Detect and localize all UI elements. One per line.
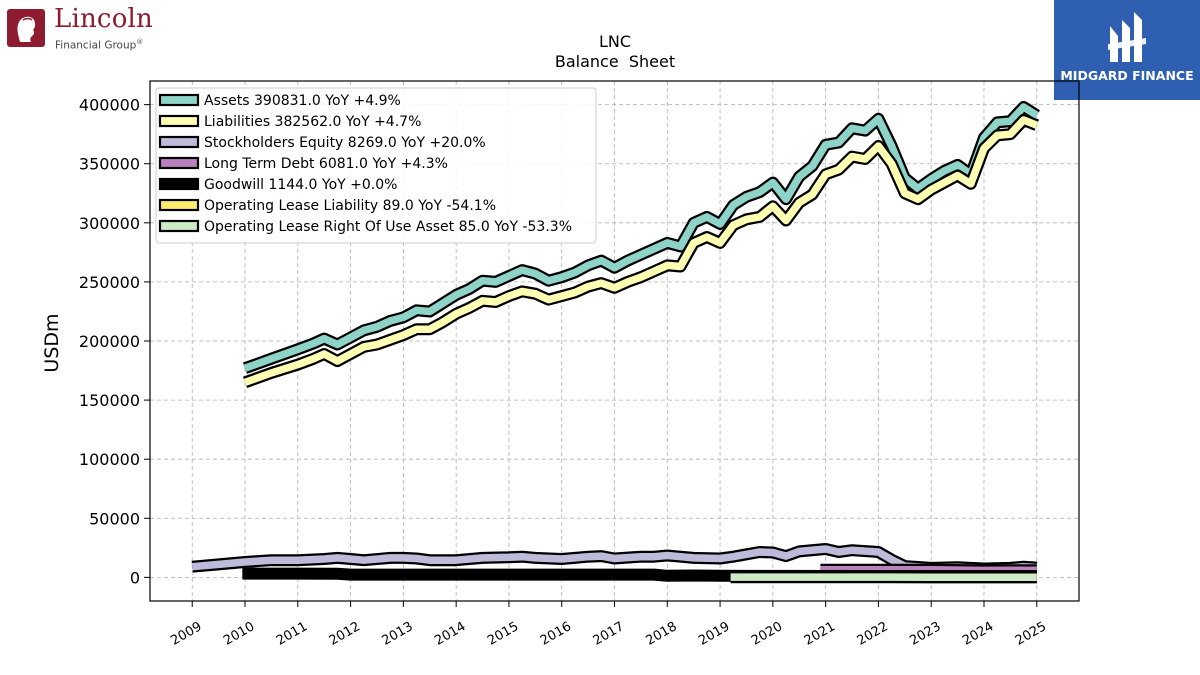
x-tick-label: 2017 xyxy=(591,619,627,649)
series-stockholders-equity xyxy=(191,543,1038,575)
x-tick-label: 2020 xyxy=(749,619,785,649)
x-tick-label: 2021 xyxy=(802,619,838,649)
legend-swatch xyxy=(158,177,200,191)
y-tick-label: 250000 xyxy=(79,273,140,292)
y-tick-label: 0 xyxy=(130,568,140,587)
lincoln-wordmark: Lincoln xyxy=(54,4,154,34)
series-line xyxy=(242,569,1037,580)
x-tick-label: 2009 xyxy=(168,619,204,649)
lincoln-portrait-seal-icon xyxy=(7,9,45,47)
legend: Assets 390831.0 YoY +4.9% Liabilities 382… xyxy=(155,87,597,244)
x-tick-label: 2018 xyxy=(643,619,679,649)
legend-entry: Assets 390831.0 YoY +4.9% xyxy=(204,93,401,109)
x-tick-label: 2023 xyxy=(907,619,943,649)
y-tick-label: 300000 xyxy=(79,214,140,233)
y-axis-label: USDm xyxy=(41,313,63,372)
series-liabilities xyxy=(242,114,1039,389)
y-tick-label: 150000 xyxy=(79,391,140,410)
legend-entry: Liabilities 382562.0 YoY +4.7% xyxy=(204,114,421,130)
x-tick-label: 2024 xyxy=(960,619,996,649)
lincoln-tagline: Financial Group® xyxy=(55,38,144,52)
chart-title: LNC xyxy=(598,32,632,51)
x-tick-label: 2014 xyxy=(432,619,468,649)
x-tick-label: 2022 xyxy=(855,619,891,649)
legend-swatch xyxy=(158,219,200,233)
y-tick-label: 50000 xyxy=(89,509,140,528)
x-tick-label: 2015 xyxy=(485,619,521,649)
legend-swatch xyxy=(158,114,200,128)
midgard-finance-name: MIDGARD FINANCE xyxy=(1060,68,1194,83)
series-assets xyxy=(242,101,1040,374)
midgard-monogram-icon xyxy=(1108,12,1146,62)
legend-entry: Goodwill 1144.0 YoY +0.0% xyxy=(204,177,397,193)
legend-swatch xyxy=(158,156,200,170)
x-tick-label: 2010 xyxy=(221,619,257,649)
y-tick-label: 400000 xyxy=(79,96,140,115)
legend-entry: Long Term Debt 6081.0 YoY +4.3% xyxy=(204,156,448,172)
x-tick-label: 2011 xyxy=(274,619,310,649)
legend-swatch xyxy=(158,93,200,107)
legend-swatch xyxy=(158,135,200,149)
y-tick-label: 100000 xyxy=(79,450,140,469)
midgard-finance-logo: MIDGARD FINANCE xyxy=(1054,0,1200,100)
legend-entry: Operating Lease Liability 89.0 YoY -54.1… xyxy=(204,198,496,214)
x-tick-label: 2019 xyxy=(696,619,732,649)
series-line xyxy=(191,545,1038,573)
legend-entry: Operating Lease Right Of Use Asset 85.0 … xyxy=(204,219,572,235)
y-tick-label: 350000 xyxy=(79,155,140,174)
chart-subtitle: Balance Sheet xyxy=(554,52,676,71)
x-tick-label: 2025 xyxy=(1013,619,1049,649)
y-tick-label: 200000 xyxy=(79,332,140,351)
legend-swatch xyxy=(158,198,200,212)
lincoln-logo: Lincoln Financial Group® xyxy=(4,4,154,52)
series-line xyxy=(243,103,1039,372)
series-goodwill xyxy=(242,567,1037,582)
legend-entry: Stockholders Equity 8269.0 YoY +20.0% xyxy=(204,135,486,151)
series-layer xyxy=(191,101,1040,584)
series-line xyxy=(243,116,1039,386)
x-tick-label: 2016 xyxy=(538,619,574,649)
legend-box xyxy=(155,87,597,244)
x-tick-label: 2013 xyxy=(380,619,416,649)
x-tick-label: 2012 xyxy=(327,619,363,649)
